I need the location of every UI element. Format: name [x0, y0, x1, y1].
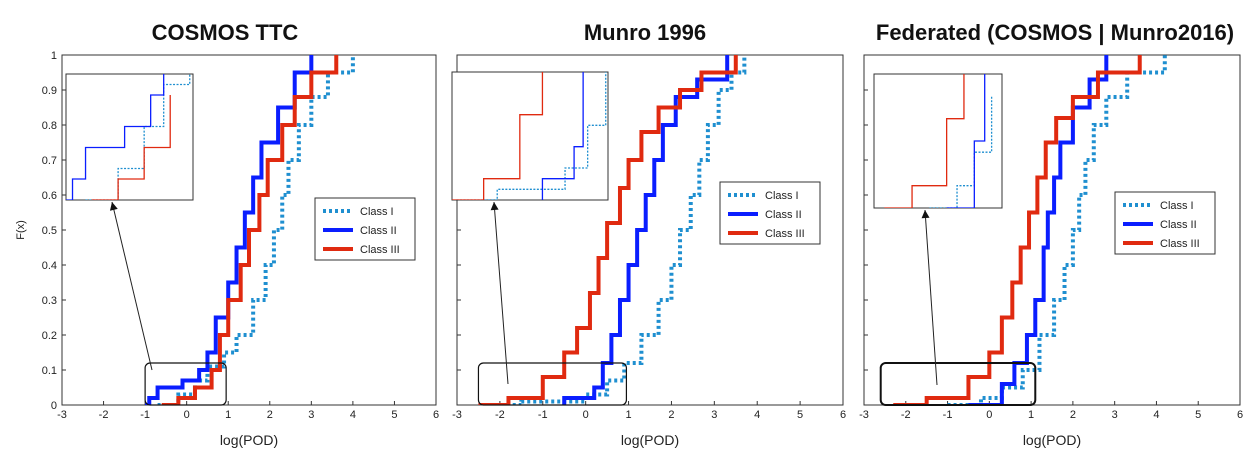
x-tick-label: 2: [1070, 409, 1076, 421]
x-tick-label: -3: [452, 409, 462, 421]
legend-label: Class I: [360, 206, 394, 218]
x-tick-label: 1: [1028, 409, 1034, 421]
x-tick-label: 2: [668, 409, 674, 421]
panel-title: Federated (COSMOS | Munro2016): [876, 20, 1234, 45]
panel-3: Federated (COSMOS | Munro2016) -3 -2 -1 0 1 2 3…: [859, 20, 1243, 448]
inset-frame: [66, 74, 193, 200]
panel-1: COSMOS TTC -3 -2 -1 0 1 2 3 4 5 6 0 0.1 0.2 0.3 0.4 0.5 0…: [15, 20, 439, 448]
legend-label: Class III: [360, 244, 400, 256]
y-tick-label: 0.6: [42, 190, 57, 202]
x-tick-label: -2: [901, 409, 911, 421]
y-tick-label: 0.3: [42, 295, 57, 307]
x-tick-label: 6: [433, 409, 439, 421]
inset-frame: [452, 72, 608, 200]
x-tick-label: 3: [711, 409, 717, 421]
legend: Class I Class II Class III: [1115, 192, 1215, 254]
x-tick-label: 1: [225, 409, 231, 421]
y-tick-label: 0.7: [42, 155, 57, 167]
x-tick-label: 5: [1195, 409, 1201, 421]
x-tick-label: 5: [797, 409, 803, 421]
y-tick-label: 0.8: [42, 120, 57, 132]
y-tick-label: 0: [51, 400, 57, 412]
legend-label: Class II: [360, 225, 397, 237]
legend-label: Class I: [765, 190, 799, 202]
x-tick-label: -2: [495, 409, 505, 421]
y-tick-label: 0.9: [42, 85, 57, 97]
x-axis-label: log(POD): [1023, 432, 1081, 448]
x-tick-label: 4: [350, 409, 356, 421]
x-tick-label: -1: [943, 409, 953, 421]
x-tick-label: 0: [986, 409, 992, 421]
x-tick-label: -3: [859, 409, 869, 421]
x-tick-label: 2: [267, 409, 273, 421]
legend-label: Class II: [1160, 219, 1197, 231]
x-tick-label: 0: [184, 409, 190, 421]
x-tick-label: -1: [140, 409, 150, 421]
legend-label: Class III: [765, 228, 805, 240]
x-tick-label: 1: [625, 409, 631, 421]
x-tick-label: 4: [1153, 409, 1159, 421]
legend-label: Class II: [765, 209, 802, 221]
x-tick-label: 6: [840, 409, 846, 421]
legend: Class I Class II Class III: [720, 182, 820, 244]
x-tick-label: 6: [1237, 409, 1243, 421]
y-axis-label: F(x): [15, 220, 27, 240]
legend-label: Class I: [1160, 200, 1194, 212]
y-tick-label: 0.5: [42, 225, 57, 237]
panel-title: COSMOS TTC: [152, 20, 299, 45]
legend-label: Class III: [1160, 238, 1200, 250]
y-tick-label: 0.1: [42, 365, 57, 377]
x-tick-label: 3: [308, 409, 314, 421]
x-tick-label: 5: [391, 409, 397, 421]
x-tick-label: 0: [583, 409, 589, 421]
y-tick-label: 1: [51, 50, 57, 62]
legend: Class I Class II Class III: [315, 198, 415, 260]
x-tick-label: -2: [99, 409, 109, 421]
y-tick-label: 0.2: [42, 330, 57, 342]
panel-title: Munro 1996: [584, 20, 706, 45]
x-tick-label: 4: [754, 409, 760, 421]
x-axis-label: log(POD): [621, 432, 679, 448]
y-tick-label: 0.4: [42, 260, 57, 272]
x-tick-label: -1: [538, 409, 548, 421]
x-tick-label: -3: [57, 409, 67, 421]
x-axis-label: log(POD): [220, 432, 278, 448]
x-tick-label: 3: [1112, 409, 1118, 421]
